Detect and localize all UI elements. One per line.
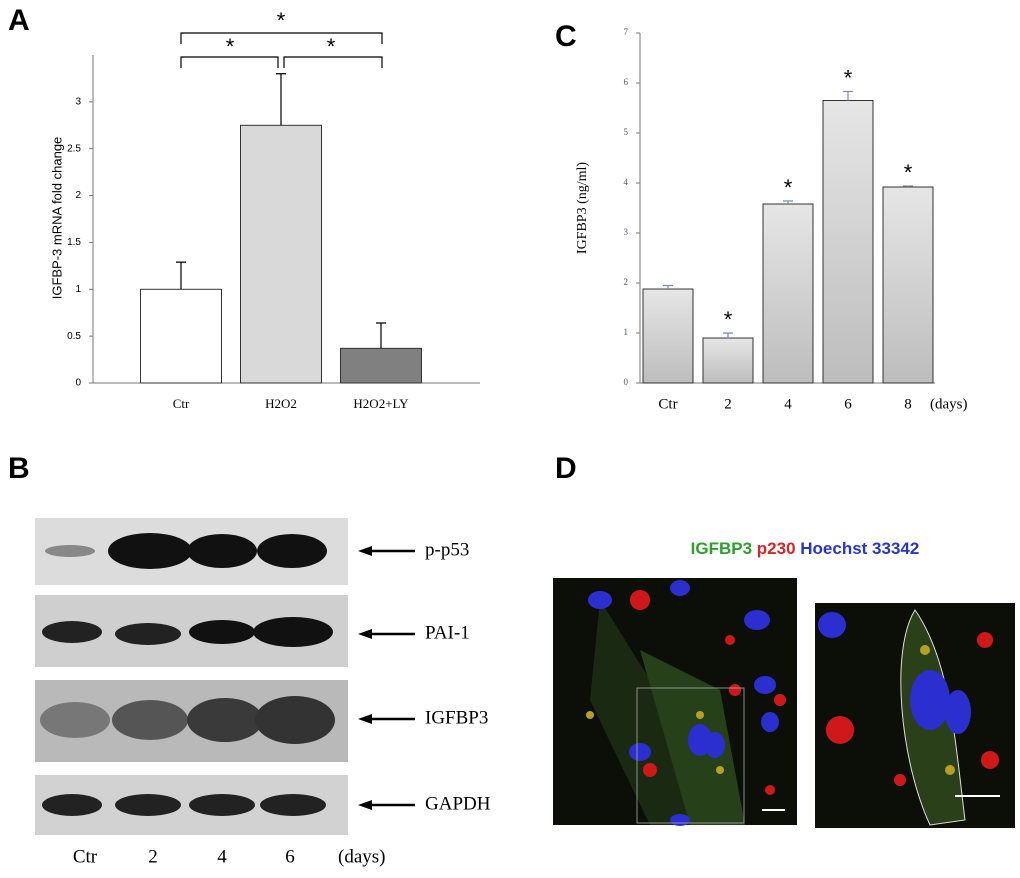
- error-bar: [376, 322, 386, 349]
- bar: [240, 124, 322, 384]
- significance-star: *: [226, 34, 235, 59]
- y-tick-label: 3: [75, 96, 81, 107]
- error-bar: [176, 261, 186, 290]
- significance-star: *: [327, 34, 336, 59]
- y-tick-label: 4: [624, 177, 629, 187]
- x-tick-label: H2O2: [265, 396, 297, 411]
- x-tick-label: Ctr: [658, 396, 677, 412]
- panel-letter: D: [555, 452, 577, 485]
- stain-name: Hoechst 33342: [800, 539, 919, 558]
- panel-letter: B: [8, 452, 30, 485]
- y-tick-label: 2: [75, 190, 81, 201]
- bar: [702, 337, 754, 384]
- y-tick-label: 5: [624, 127, 629, 137]
- blot-label: IGFBP3: [425, 707, 488, 728]
- x-tick-label: H2O2+LY: [353, 396, 409, 411]
- error-bar: [663, 284, 673, 289]
- lane-label: 2: [148, 846, 158, 867]
- lane-label: 6: [285, 846, 295, 867]
- y-tick-label: 0.5: [67, 331, 81, 342]
- significance-brackets: [180, 32, 383, 68]
- blot-label: p-p53: [425, 539, 469, 560]
- stain-name: IGFBP3: [691, 539, 752, 558]
- blot-label: PAI-1: [425, 622, 470, 643]
- stain-title: IGFBP3 p230 Hoechst 33342: [691, 539, 920, 558]
- arrows: [362, 549, 415, 807]
- x-axis-label: (days): [930, 396, 968, 412]
- significance-star: *: [904, 160, 913, 185]
- y-tick-label: 1.5: [67, 237, 81, 248]
- bar: [822, 100, 874, 384]
- lane-label: Ctr: [73, 846, 98, 867]
- bar: [762, 203, 814, 384]
- significance-star: *: [724, 307, 733, 332]
- y-tick-label: 0: [75, 378, 81, 389]
- y-tick-label: 3: [624, 227, 629, 237]
- error-bar: [903, 185, 913, 187]
- bracket: [180, 56, 279, 68]
- arrow-heads: [358, 546, 372, 810]
- bands: [40, 533, 335, 816]
- significance-star: *: [844, 65, 853, 90]
- x-tick-label: Ctr: [173, 396, 190, 411]
- blot-label: GAPDH: [425, 793, 491, 814]
- y-tick-label: 2: [624, 277, 629, 287]
- y-tick-label: 6: [624, 77, 629, 87]
- lane-unit: (days): [338, 846, 385, 867]
- y-tick-label: 1: [624, 327, 629, 337]
- bar: [882, 186, 934, 384]
- micrograph-zoom: [815, 603, 1015, 828]
- y-tick-label: 0: [624, 377, 629, 387]
- bar: [140, 288, 222, 384]
- error-bar: [843, 90, 853, 101]
- error-bar: [783, 200, 793, 204]
- bar: [340, 347, 422, 384]
- blot-labels: p-p53 PAI-1 IGFBP3 GAPDH Ctr 2 4 6 (days…: [73, 539, 491, 867]
- error-bar: [723, 332, 733, 338]
- y-axis-label: IGFBP3 (ng/ml): [575, 162, 590, 255]
- bracket: [180, 32, 383, 44]
- x-tick-label: 4: [784, 396, 792, 412]
- bar: [642, 288, 694, 384]
- y-axis-label: IGFBP-3 mRNA fold change: [49, 137, 64, 300]
- blot-area: [35, 518, 415, 835]
- x-tick-label: 8: [904, 396, 912, 412]
- bracket: [283, 56, 383, 68]
- stain-name: p230: [757, 539, 796, 558]
- micrograph: [553, 578, 797, 826]
- x-tick-label: 2: [724, 396, 732, 412]
- panel-letter: A: [8, 4, 30, 37]
- x-tick-label: 6: [844, 396, 852, 412]
- y-tick-label: 1: [75, 284, 81, 295]
- error-bar: [276, 73, 286, 126]
- y-tick-label: 7: [624, 27, 629, 37]
- significance-star: *: [784, 175, 793, 200]
- panel-letter: C: [555, 20, 577, 53]
- y-tick-label: 2.5: [67, 143, 81, 154]
- lane-label: 4: [217, 846, 227, 867]
- significance-star: *: [277, 8, 286, 33]
